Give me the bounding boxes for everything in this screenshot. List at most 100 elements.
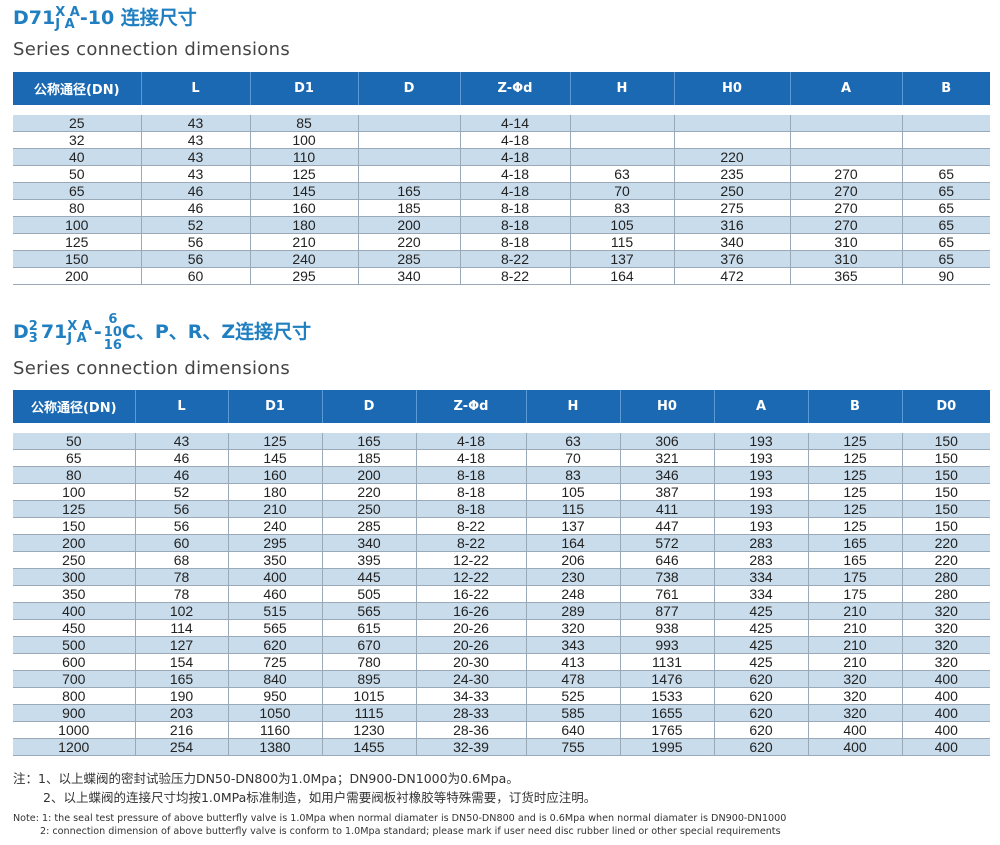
table-cell: 500 (13, 636, 136, 654)
column-header: B (808, 390, 903, 423)
table-cell: 250 (322, 500, 417, 518)
table-cell: 4-18 (460, 165, 571, 183)
table-cell: 63 (526, 433, 621, 450)
table-row: 32 43 100 4-18 (13, 131, 990, 149)
table-cell: 450 (13, 619, 136, 637)
table-cell: 316 (674, 216, 791, 234)
table-cell: 165 (322, 433, 417, 450)
table-cell: 210 (808, 619, 903, 637)
table-cell: 34-33 (416, 687, 527, 705)
table-cell: 400 (902, 687, 990, 705)
table-cell: 1476 (620, 670, 715, 688)
table-cell: 620 (714, 670, 809, 688)
table-cell: 620 (714, 738, 809, 756)
table-cell: 150 (902, 466, 990, 484)
table-row: 1200 254 1380 1455 32-39 755 1995 620 400 400 (13, 738, 990, 756)
table-row: 800 190 950 1015 34-33 525 1533 620 320 400 (13, 687, 990, 705)
column-header: Z-Φd (416, 390, 527, 423)
table-cell: 220 (322, 483, 417, 501)
table-cell: 4-14 (460, 115, 571, 132)
table-cell: 150 (13, 517, 136, 535)
table-cell: 1050 (228, 704, 323, 722)
table-cell: 270 (790, 182, 903, 200)
table-cell: 150 (902, 449, 990, 467)
table-cell: 400 (902, 721, 990, 739)
table-cell: 4-18 (460, 182, 571, 200)
table-cell: 125 (808, 433, 903, 450)
table-cell: 193 (714, 517, 809, 535)
table-cell: 600 (13, 653, 136, 671)
table-cell: 447 (620, 517, 715, 535)
table-cell: 755 (526, 738, 621, 756)
section1-title-stack-bottom: J A (55, 16, 75, 32)
table-cell: 700 (13, 670, 136, 688)
table-cell: 620 (228, 636, 323, 654)
table-cell: 216 (135, 721, 229, 739)
table-cell: 376 (674, 250, 791, 268)
table-cell: 125 (808, 466, 903, 484)
section2-title-pressure-stack: 6 10 16 (104, 313, 122, 352)
table-cell: 280 (902, 568, 990, 586)
table-cell: 56 (141, 250, 251, 268)
table-cell: 670 (322, 636, 417, 654)
table-cell: 175 (808, 568, 903, 586)
table-cell: 20-30 (416, 653, 527, 671)
table-cell: 165 (808, 534, 903, 552)
table-cell: 445 (322, 568, 417, 586)
table-cell: 125 (808, 483, 903, 501)
table-cell: 100 (13, 483, 136, 501)
table-cell (570, 131, 675, 149)
table-cell: 400 (902, 670, 990, 688)
table-cell: 235 (674, 165, 791, 183)
table-cell: 1131 (620, 653, 715, 671)
table-cell: 165 (808, 551, 903, 569)
table-cell: 8-22 (416, 517, 527, 535)
table-cell: 150 (902, 433, 990, 450)
table-cell: 761 (620, 585, 715, 603)
column-header: A (790, 72, 903, 105)
table-cell: 425 (714, 619, 809, 637)
column-header: L (141, 72, 251, 105)
table-cell: 20-26 (416, 636, 527, 654)
section1-title-stack-top: X A (55, 4, 80, 20)
table-cell: 620 (714, 687, 809, 705)
table-cell: 193 (714, 500, 809, 518)
table-cell: 193 (714, 483, 809, 501)
table-cell: 125 (808, 449, 903, 467)
table-cell: 114 (135, 619, 229, 637)
table-cell: 515 (228, 602, 323, 620)
table-spacer-cell (13, 423, 990, 433)
table-cell: 125 (808, 517, 903, 535)
table-row: 100 52 180 220 8-18 105 387 193 125 150 (13, 483, 990, 501)
table-cell: 50 (13, 433, 136, 450)
table-cell: 165 (358, 182, 461, 200)
table-cell: 137 (526, 517, 621, 535)
table-cell: 950 (228, 687, 323, 705)
table-row: 200 60 295 340 8-22 164 472 365 90 (13, 267, 990, 285)
table-cell: 800 (13, 687, 136, 705)
table-row: 900 203 1050 1115 28-33 585 1655 620 320 400 (13, 704, 990, 722)
table-cell: 280 (902, 585, 990, 603)
table-cell: 127 (135, 636, 229, 654)
section1-subtitle: Series connection dimensions (13, 39, 290, 60)
table-cell: 400 (808, 721, 903, 739)
table-cell: 1015 (322, 687, 417, 705)
section2-title-suffix: C、P、R、Z连接尺寸 (121, 321, 312, 343)
table-cell: 43 (141, 115, 251, 132)
table-cell: 240 (250, 250, 359, 268)
table-cell: 25 (13, 115, 142, 132)
table-cell: 8-22 (460, 250, 571, 268)
table-cell: 210 (808, 636, 903, 654)
table-cell: 80 (13, 466, 136, 484)
table-cell: 145 (250, 182, 359, 200)
table-cell: 400 (902, 738, 990, 756)
table-cell: 8-22 (416, 534, 527, 552)
table-cell: 240 (228, 517, 323, 535)
table-cell: 254 (135, 738, 229, 756)
table-cell: 32 (13, 131, 142, 149)
table-cell: 320 (526, 619, 621, 637)
table-cell: 43 (135, 433, 229, 450)
table-cell (902, 131, 990, 149)
